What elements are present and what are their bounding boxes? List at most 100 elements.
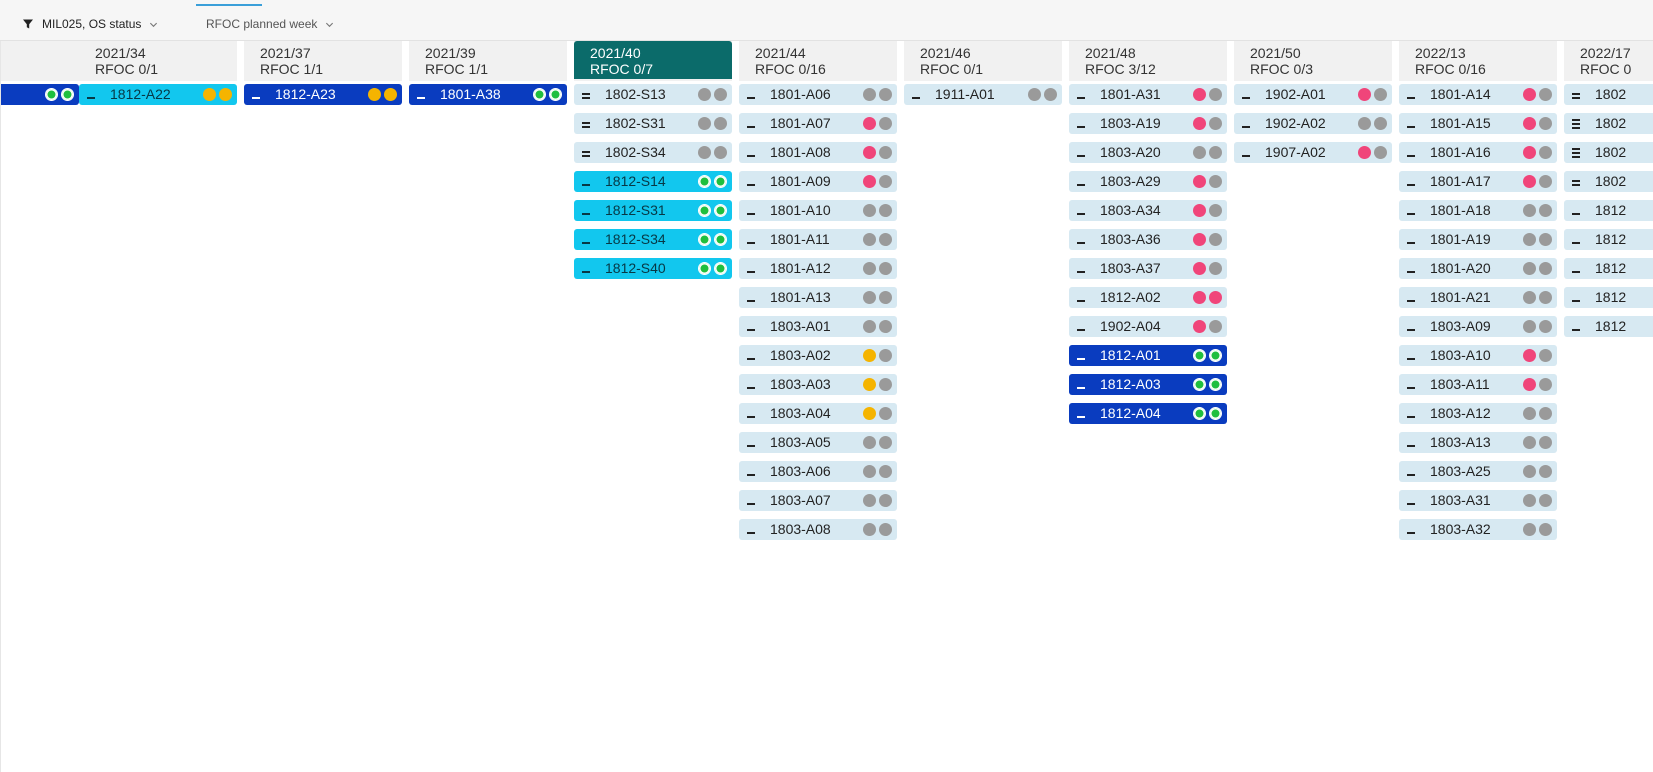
drag-handle-icon[interactable] [747, 356, 757, 360]
column-header[interactable]: 2021/39 RFOC 1/1 [409, 41, 567, 79]
column-header[interactable]: 2021/46 RFOC 0/1 [904, 41, 1062, 79]
drag-handle-icon[interactable] [912, 95, 922, 99]
drag-handle-icon[interactable] [747, 443, 757, 447]
work-item-card[interactable]: 1801-A07 [739, 113, 897, 134]
work-item-card[interactable]: 1812 [1564, 316, 1653, 337]
column-header[interactable]: 2021/40 RFOC 0/7 [574, 41, 732, 79]
drag-handle-icon[interactable] [417, 95, 427, 99]
drag-handle-icon[interactable] [1407, 240, 1417, 244]
work-item-card[interactable]: 1801-A20 [1399, 258, 1557, 279]
drag-handle-icon[interactable] [747, 327, 757, 331]
drag-handle-icon[interactable] [747, 385, 757, 389]
work-item-card[interactable]: 1801-A11 [739, 229, 897, 250]
drag-handle-icon[interactable] [1077, 298, 1087, 302]
drag-handle-icon[interactable] [1407, 211, 1417, 215]
drag-handle-icon[interactable] [1077, 211, 1087, 215]
column-header[interactable] [1, 41, 79, 79]
work-item-card[interactable]: 1802 [1564, 171, 1653, 192]
drag-handle-icon[interactable] [1077, 385, 1087, 389]
work-item-card[interactable]: 1812-S40 [574, 258, 732, 279]
drag-handle-icon[interactable] [1572, 269, 1582, 273]
work-item-card[interactable]: 1801-A06 [739, 84, 897, 105]
drag-handle-icon[interactable] [1572, 240, 1582, 244]
work-item-card[interactable]: 1812-S14 [574, 171, 732, 192]
column-header[interactable]: 2021/48 RFOC 3/12 [1069, 41, 1227, 79]
drag-handle-icon[interactable] [1077, 356, 1087, 360]
drag-handle-icon[interactable] [1077, 95, 1087, 99]
work-item-card[interactable]: 1803-A04 [739, 403, 897, 424]
work-item-card[interactable]: 1812-A01 [1069, 345, 1227, 366]
drag-handle-icon[interactable] [747, 298, 757, 302]
work-item-card[interactable]: 1803-A02 [739, 345, 897, 366]
work-item-card[interactable]: 1803-A20 [1069, 142, 1227, 163]
drag-handle-icon[interactable] [582, 120, 592, 128]
drag-handle-icon[interactable] [1407, 385, 1417, 389]
work-item-card[interactable]: 1803-A06 [739, 461, 897, 482]
drag-handle-icon[interactable] [252, 95, 262, 99]
drag-handle-icon[interactable] [1407, 530, 1417, 534]
work-item-card[interactable]: 1801-A09 [739, 171, 897, 192]
drag-handle-icon[interactable] [1572, 211, 1582, 215]
work-item-card[interactable]: 1803-A01 [739, 316, 897, 337]
drag-handle-icon[interactable] [1572, 178, 1582, 186]
drag-handle-icon[interactable] [1407, 298, 1417, 302]
work-item-card[interactable]: 1802 [1564, 84, 1653, 105]
work-item-card[interactable]: 1801-A21 [1399, 287, 1557, 308]
drag-handle-icon[interactable] [582, 149, 592, 157]
drag-handle-icon[interactable] [1572, 91, 1582, 99]
work-item-card[interactable]: 1812 [1564, 200, 1653, 221]
work-item-card[interactable] [1, 84, 79, 105]
work-item-card[interactable]: 1803-A13 [1399, 432, 1557, 453]
drag-handle-icon[interactable] [747, 182, 757, 186]
drag-handle-icon[interactable] [1077, 124, 1087, 128]
drag-handle-icon[interactable] [747, 211, 757, 215]
work-item-card[interactable]: 1801-A14 [1399, 84, 1557, 105]
work-item-card[interactable]: 1803-A37 [1069, 258, 1227, 279]
drag-handle-icon[interactable] [1407, 356, 1417, 360]
work-item-card[interactable]: 1802-S34 [574, 142, 732, 163]
drag-handle-icon[interactable] [1572, 298, 1582, 302]
drag-handle-icon[interactable] [747, 153, 757, 157]
work-item-card[interactable]: 1803-A31 [1399, 490, 1557, 511]
drag-handle-icon[interactable] [1242, 153, 1252, 157]
work-item-card[interactable]: 1801-A16 [1399, 142, 1557, 163]
drag-handle-icon[interactable] [1077, 327, 1087, 331]
drag-handle-icon[interactable] [1407, 327, 1417, 331]
work-item-card[interactable]: 1812-A02 [1069, 287, 1227, 308]
drag-handle-icon[interactable] [1407, 472, 1417, 476]
work-item-card[interactable]: 1803-A12 [1399, 403, 1557, 424]
column-header[interactable]: 2022/13 RFOC 0/16 [1399, 41, 1557, 79]
column-header[interactable]: 2021/37 RFOC 1/1 [244, 41, 402, 79]
column-header[interactable]: 2021/34 RFOC 0/1 [79, 41, 237, 79]
work-item-card[interactable]: 1803-A32 [1399, 519, 1557, 540]
work-item-card[interactable]: 1812-A22 [79, 84, 237, 105]
drag-handle-icon[interactable] [1407, 269, 1417, 273]
work-item-card[interactable]: 1803-A05 [739, 432, 897, 453]
drag-handle-icon[interactable] [747, 95, 757, 99]
drag-handle-icon[interactable] [747, 269, 757, 273]
drag-handle-icon[interactable] [1242, 95, 1252, 99]
work-item-card[interactable]: 1802 [1564, 113, 1653, 134]
drag-handle-icon[interactable] [1077, 240, 1087, 244]
drag-handle-icon[interactable] [747, 124, 757, 128]
column-header[interactable]: 2022/17 RFOC 0 [1564, 41, 1653, 79]
drag-handle-icon[interactable] [1077, 182, 1087, 186]
filter-dropdown[interactable]: MIL025, OS status [22, 15, 158, 33]
drag-handle-icon[interactable] [747, 414, 757, 418]
work-item-card[interactable]: 1803-A09 [1399, 316, 1557, 337]
work-item-card[interactable]: 1802 [1564, 142, 1653, 163]
work-item-card[interactable]: 1801-A08 [739, 142, 897, 163]
work-item-card[interactable]: 1801-A18 [1399, 200, 1557, 221]
drag-handle-icon[interactable] [582, 269, 592, 273]
column-header[interactable]: 2021/44 RFOC 0/16 [739, 41, 897, 79]
work-item-card[interactable]: 1801-A19 [1399, 229, 1557, 250]
drag-handle-icon[interactable] [1407, 414, 1417, 418]
work-item-card[interactable]: 1812 [1564, 258, 1653, 279]
drag-handle-icon[interactable] [582, 211, 592, 215]
drag-handle-icon[interactable] [1242, 124, 1252, 128]
work-item-card[interactable]: 1803-A25 [1399, 461, 1557, 482]
work-item-card[interactable]: 1803-A03 [739, 374, 897, 395]
work-item-card[interactable]: 1902-A02 [1234, 113, 1392, 134]
work-item-card[interactable]: 1803-A34 [1069, 200, 1227, 221]
group-by-dropdown[interactable]: RFOC planned week [206, 15, 334, 33]
